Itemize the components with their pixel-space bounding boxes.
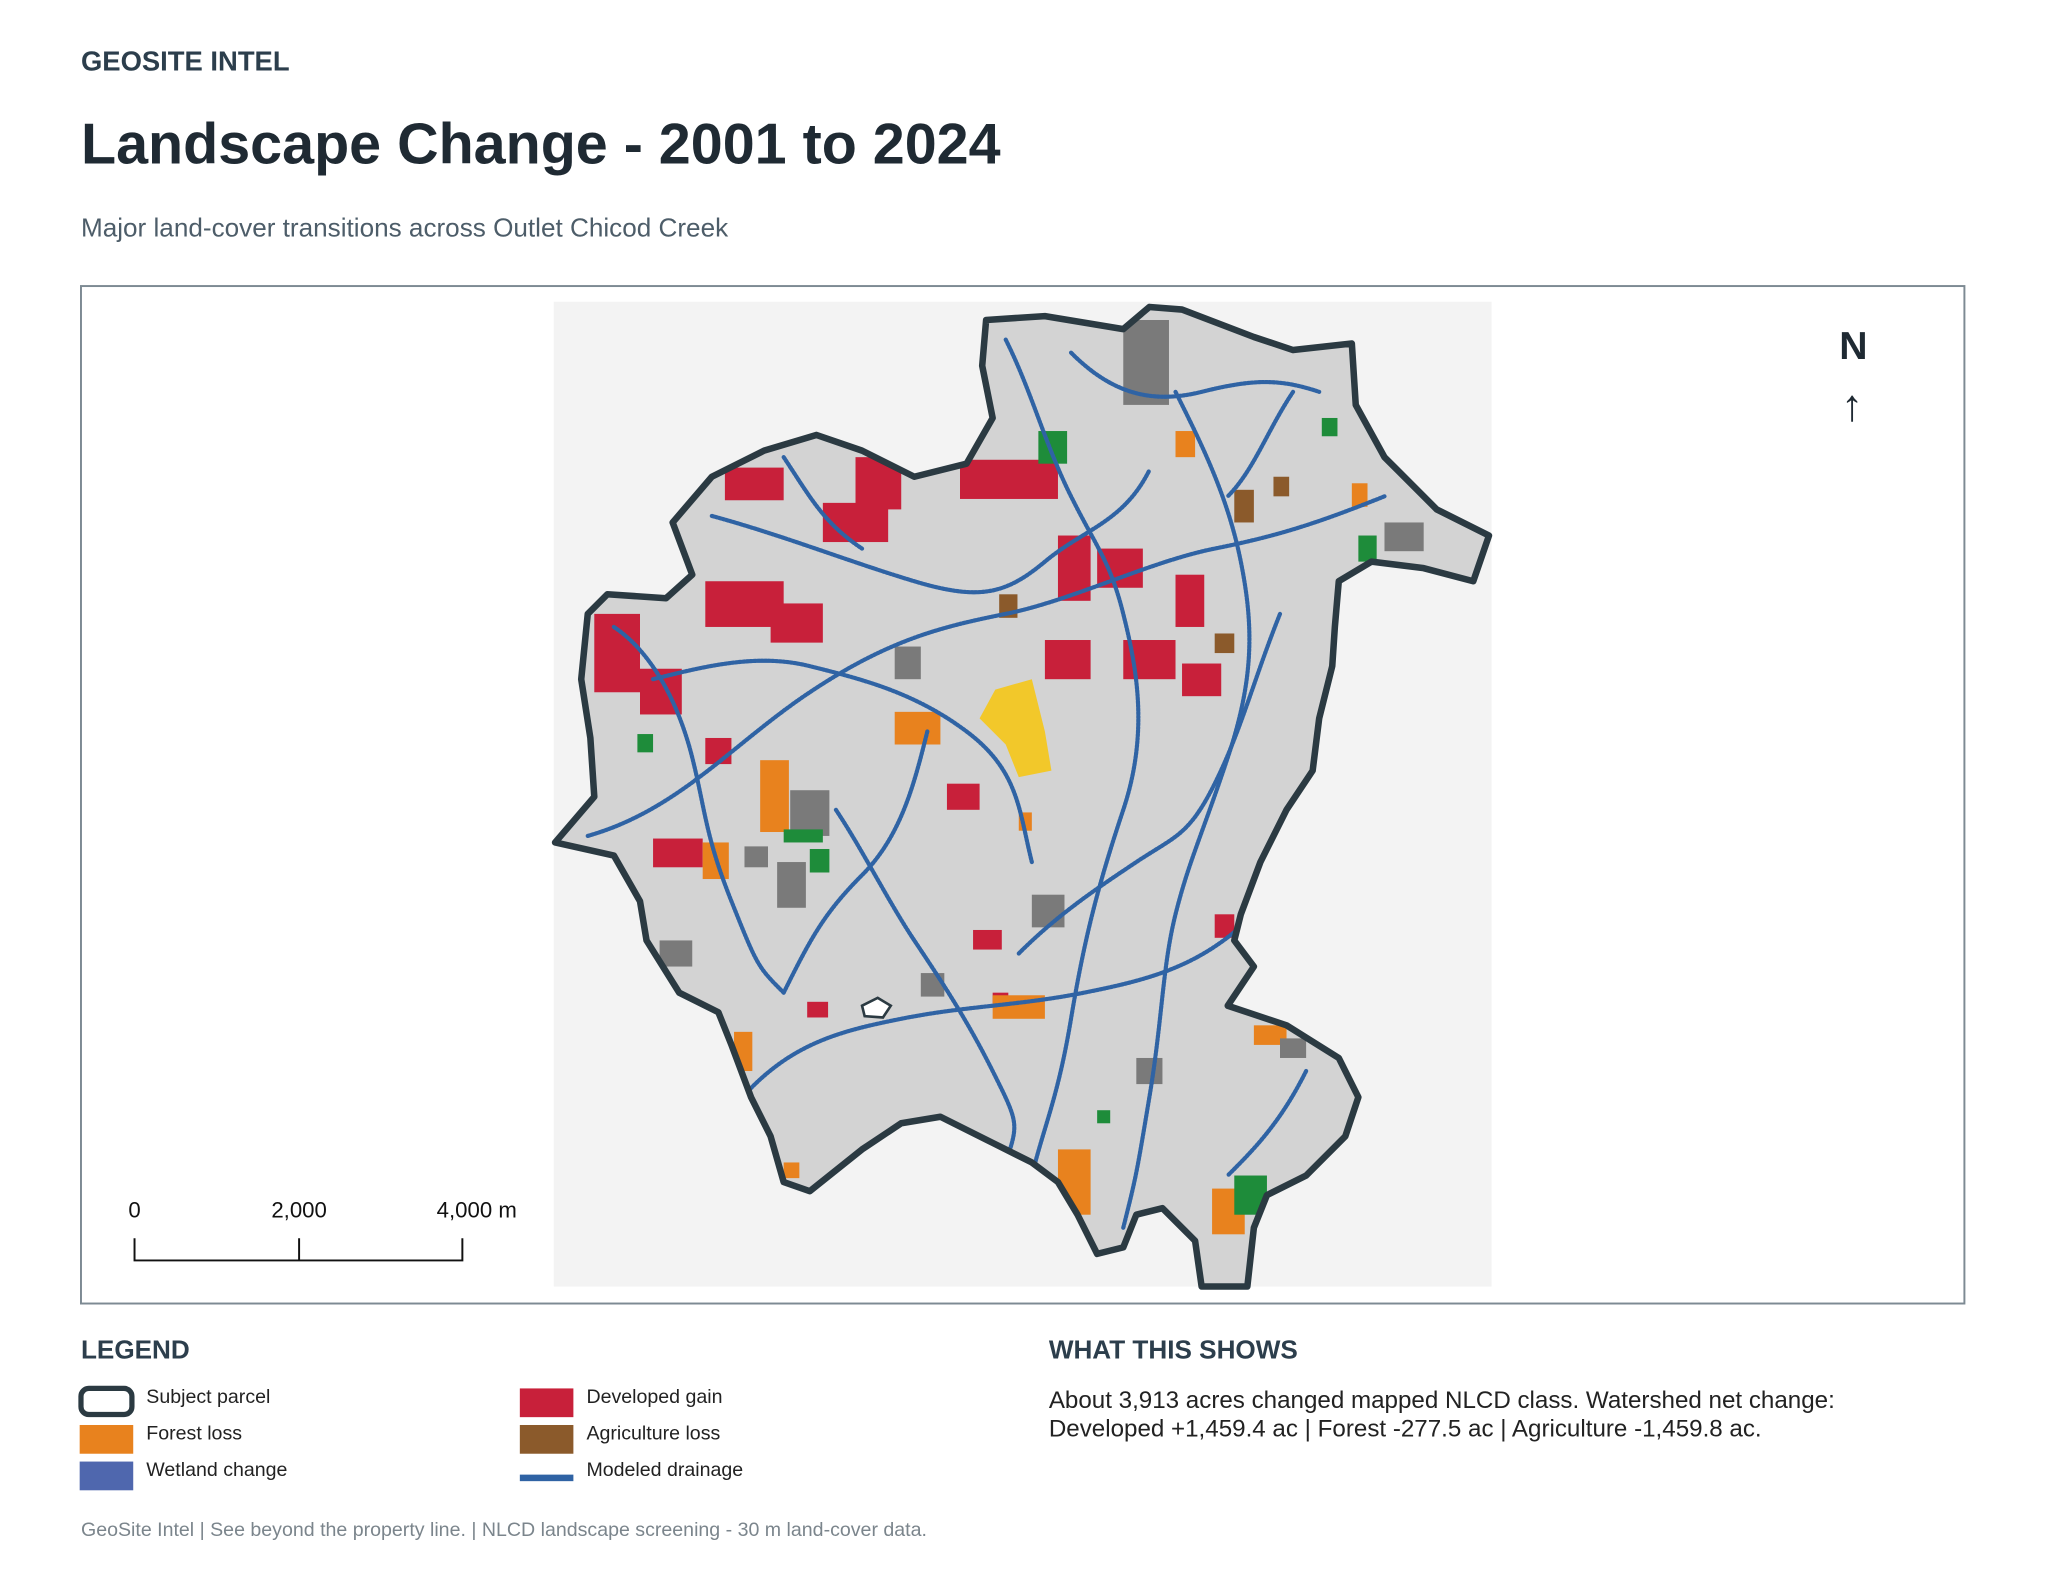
legend-title: LEGEND bbox=[81, 1334, 190, 1364]
scale-line bbox=[133, 1238, 464, 1262]
scale-label: 4,000 m bbox=[437, 1197, 517, 1222]
summary-line: About 3,913 acres changed mapped NLCD cl… bbox=[1049, 1387, 1835, 1414]
agriculture-loss-patches bbox=[999, 476, 1290, 654]
summary-title: WHAT THIS SHOWS bbox=[1049, 1334, 1298, 1364]
summary-line: Developed +1,459.4 ac | Forest -277.5 ac… bbox=[1049, 1416, 1762, 1443]
legend-label: Forest loss bbox=[146, 1422, 242, 1444]
subtitle: Major land-cover transitions across Outl… bbox=[81, 212, 729, 242]
legend-label: Modeled drainage bbox=[586, 1459, 743, 1481]
scale-bar: 0 2,000 4,000 m bbox=[128, 1197, 517, 1262]
modeled-drainage bbox=[585, 337, 1387, 1230]
subject-parcel bbox=[860, 996, 893, 1019]
scale-label: 0 bbox=[128, 1197, 140, 1222]
brand: GEOSITE INTEL bbox=[81, 46, 290, 77]
legend-swatch bbox=[519, 1424, 574, 1454]
north-arrow: ↑ bbox=[1841, 382, 1863, 431]
legend-label: Wetland change bbox=[146, 1459, 287, 1481]
legend-swatch bbox=[519, 1474, 574, 1482]
watershed bbox=[555, 307, 1489, 1287]
scale-label: 2,000 bbox=[271, 1197, 327, 1222]
summary: WHAT THIS SHOWS About 3,913 acres change… bbox=[1049, 1334, 1835, 1442]
north-label: N bbox=[1839, 325, 1867, 368]
title: Landscape Change - 2001 to 2024 bbox=[81, 112, 1001, 176]
legend-swatch bbox=[79, 1461, 134, 1491]
footer: GeoSite Intel | See beyond the property … bbox=[81, 1519, 927, 1541]
legend-swatch bbox=[78, 1385, 135, 1418]
legend-swatch bbox=[79, 1424, 134, 1454]
legend-label: Subject parcel bbox=[146, 1386, 270, 1408]
legend-label: Agriculture loss bbox=[586, 1422, 720, 1444]
legend-swatch bbox=[519, 1388, 574, 1418]
legend-label: Developed gain bbox=[586, 1386, 722, 1408]
legend: LEGEND Subject parcel Forest loss Wetlan… bbox=[78, 1334, 743, 1491]
yellow-patches bbox=[979, 679, 1052, 778]
gray-patches bbox=[659, 320, 1424, 1085]
